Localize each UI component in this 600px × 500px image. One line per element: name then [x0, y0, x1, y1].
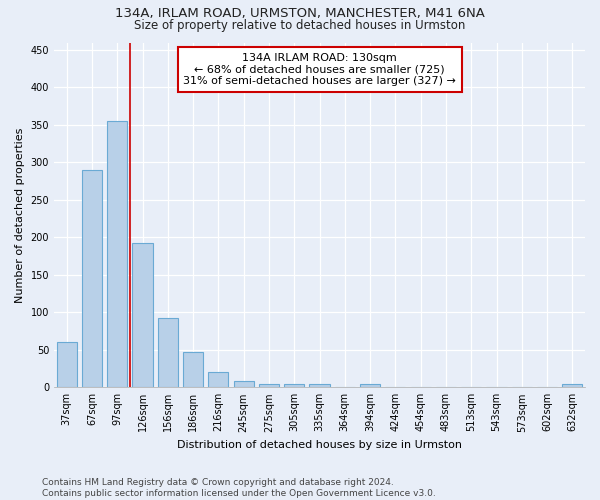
Bar	[208, 372, 229, 388]
Text: Contains HM Land Registry data © Crown copyright and database right 2024.
Contai: Contains HM Land Registry data © Crown c…	[42, 478, 436, 498]
Bar	[183, 352, 203, 388]
Bar	[562, 384, 583, 388]
Bar	[56, 342, 77, 388]
Bar	[233, 380, 254, 388]
Bar	[360, 384, 380, 388]
Bar	[284, 384, 304, 388]
Text: Size of property relative to detached houses in Urmston: Size of property relative to detached ho…	[134, 19, 466, 32]
Bar	[133, 242, 152, 388]
X-axis label: Distribution of detached houses by size in Urmston: Distribution of detached houses by size …	[177, 440, 462, 450]
Bar	[107, 121, 127, 388]
Bar	[310, 384, 329, 388]
Bar	[259, 384, 279, 388]
Text: 134A IRLAM ROAD: 130sqm
← 68% of detached houses are smaller (725)
31% of semi-d: 134A IRLAM ROAD: 130sqm ← 68% of detache…	[183, 53, 456, 86]
Bar	[158, 318, 178, 388]
Bar	[82, 170, 102, 388]
Y-axis label: Number of detached properties: Number of detached properties	[15, 127, 25, 302]
Text: 134A, IRLAM ROAD, URMSTON, MANCHESTER, M41 6NA: 134A, IRLAM ROAD, URMSTON, MANCHESTER, M…	[115, 8, 485, 20]
